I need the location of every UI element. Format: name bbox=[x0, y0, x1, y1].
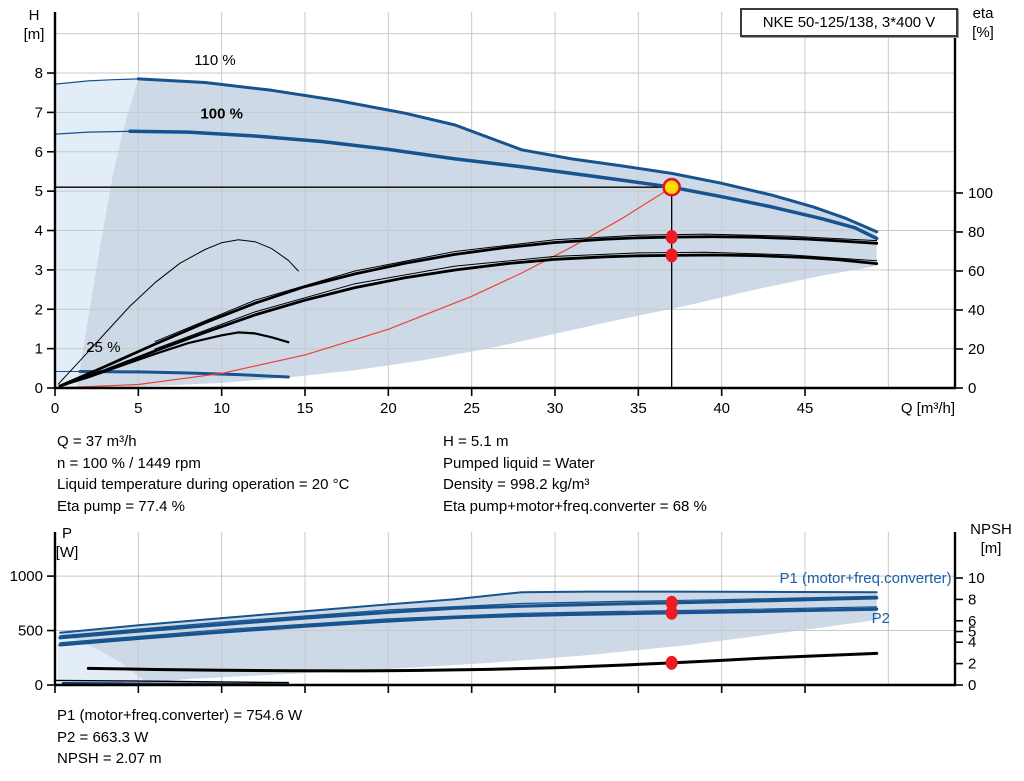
curve-p1 bbox=[58, 596, 879, 640]
npsh-axis-caption: NPSH [m] bbox=[970, 521, 1012, 557]
info-n: n = 100 % / 1449 rpm bbox=[57, 454, 201, 472]
left-tick-label: 1000 bbox=[10, 568, 43, 585]
curve-p25-black bbox=[54, 679, 289, 684]
x-tick-label: 15 bbox=[297, 400, 314, 417]
curve-h110 bbox=[136, 77, 879, 234]
curve-eta-25-total bbox=[58, 331, 290, 388]
right-tick-label: 80 bbox=[968, 224, 985, 241]
duty-info-right: H = 5.1 m Pumped liquid = Water Density … bbox=[443, 431, 707, 517]
eta-total-dot-marker bbox=[665, 248, 678, 263]
curve-p1-110 bbox=[59, 590, 878, 634]
pump-title: NKE 50-125/138, 3*400 V bbox=[762, 14, 936, 31]
eta-pump-dot-marker bbox=[665, 230, 678, 245]
right-tick-label: 0 bbox=[968, 677, 976, 694]
curve-h110-thin bbox=[54, 78, 139, 85]
power-npsh-chart[interactable]: P1 (motor+freq.converter) P2 0 500 1000 0 2 456… bbox=[0, 520, 1024, 781]
info-density: Density = 998.2 kg/m³ bbox=[443, 476, 590, 493]
area-low-flow-zone bbox=[55, 78, 139, 389]
right-tick-label: 100 bbox=[968, 185, 993, 202]
right-tick-label: 10 bbox=[968, 570, 985, 587]
right-tick-label: 60 bbox=[968, 263, 985, 280]
info-eta-total: Eta pump+motor+freq.converter = 68 % bbox=[443, 497, 707, 515]
curve-system-curve bbox=[54, 186, 673, 389]
info-temp: Liquid temperature during operation = 20… bbox=[57, 476, 350, 493]
x-tick-label: 10 bbox=[213, 400, 230, 417]
left-tick-label: 3 bbox=[35, 262, 43, 279]
info-p1: P1 (motor+freq.converter) = 754.6 W bbox=[57, 707, 303, 724]
left-tick-label: 7 bbox=[35, 104, 43, 121]
curve-eta-total bbox=[58, 253, 879, 388]
curve-eta-pump-b bbox=[154, 233, 878, 343]
info-liquid: Pumped liquid = Water bbox=[443, 454, 595, 472]
left-tick-label: 6 bbox=[35, 144, 43, 161]
power-info: P1 (motor+freq.converter) = 754.6 W P2 =… bbox=[57, 705, 302, 770]
x-tick-label: 0 bbox=[51, 400, 59, 417]
p2-dot-marker bbox=[665, 605, 678, 620]
p1-dot-marker bbox=[665, 595, 678, 610]
right-tick-label: 2 bbox=[968, 656, 976, 673]
left-tick-label: 4 bbox=[35, 223, 43, 240]
left-tick-label: 500 bbox=[18, 623, 43, 640]
curve-npsh bbox=[86, 651, 879, 673]
x-tick-label: 25 bbox=[463, 400, 480, 417]
x-tick-label: 40 bbox=[713, 400, 730, 417]
duty-point-marker bbox=[662, 177, 681, 197]
area-speed-envelope bbox=[76, 78, 877, 389]
left-tick-label: 2 bbox=[35, 301, 43, 318]
left-tick-label: 1 bbox=[35, 341, 43, 358]
info-eta-pump: Eta pump = 77.4 % bbox=[57, 497, 185, 515]
curve-label: 110 % bbox=[194, 52, 235, 69]
curve-label: 100 % bbox=[200, 105, 243, 122]
p-axis-caption: P [W] bbox=[55, 525, 79, 561]
curve-label: 25 % bbox=[86, 339, 120, 356]
curve-p2 bbox=[58, 607, 879, 647]
h-axis-caption: H [m] bbox=[23, 7, 45, 43]
info-p2: P2 = 663.3 W bbox=[57, 728, 149, 746]
info-h: H = 5.1 m bbox=[443, 433, 509, 450]
x-tick-label: 45 bbox=[797, 400, 814, 417]
left-tick-label: 0 bbox=[35, 677, 43, 694]
info-q: Q = 37 m³/h bbox=[57, 433, 137, 450]
curve-label: P2 bbox=[872, 610, 890, 627]
x-tick-label: 30 bbox=[547, 400, 564, 417]
duty-info-left: Q = 37 m³/h n = 100 % / 1449 rpm Liquid … bbox=[57, 431, 349, 517]
eta-axis-caption: eta [%] bbox=[972, 5, 994, 41]
curve-h25 bbox=[78, 370, 290, 379]
right-tick-label: 6 bbox=[968, 613, 976, 630]
right-tick-label: 4 bbox=[968, 634, 976, 651]
left-tick-label: 0 bbox=[35, 380, 43, 397]
curve-eta-25 bbox=[57, 239, 299, 385]
curve-h100-thin bbox=[54, 130, 131, 135]
curve-p2-b bbox=[59, 606, 878, 644]
x-axis-label: Q [m³/h] bbox=[901, 400, 955, 417]
pump-title-box: NKE 50-125/138, 3*400 V bbox=[740, 8, 958, 37]
right-tick-label: 40 bbox=[968, 302, 985, 319]
curve-eta-pump bbox=[58, 235, 879, 388]
right-tick-label: 0 bbox=[968, 380, 976, 397]
curve-p1-b bbox=[59, 595, 878, 637]
area-power-low-flow-zone bbox=[57, 633, 147, 685]
curve-eta-total-b bbox=[154, 251, 878, 350]
left-tick-label: 8 bbox=[35, 65, 43, 82]
x-tick-label: 5 bbox=[134, 400, 142, 417]
info-npsh: NPSH = 2.07 m bbox=[57, 750, 162, 767]
curve-h100 bbox=[128, 129, 879, 241]
left-tick-label: 5 bbox=[35, 183, 43, 200]
right-tick-label: 8 bbox=[968, 591, 976, 608]
right-tick-label: 20 bbox=[968, 341, 985, 358]
curve-label: P1 (motor+freq.converter) bbox=[780, 570, 952, 587]
right-tick-label: 5 bbox=[968, 624, 976, 641]
npsh-dot-marker bbox=[665, 655, 678, 670]
x-tick-label: 20 bbox=[380, 400, 397, 417]
x-tick-label: 35 bbox=[630, 400, 647, 417]
